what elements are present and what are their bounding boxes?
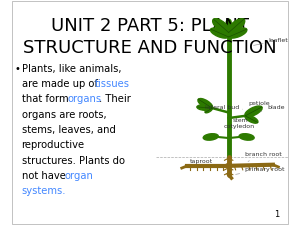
Text: organs are roots,: organs are roots, — [22, 110, 106, 120]
Text: reproductive: reproductive — [22, 140, 85, 150]
Text: •: • — [15, 64, 21, 74]
Text: stem: stem — [233, 119, 249, 124]
Text: stems, leaves, and: stems, leaves, and — [22, 125, 116, 135]
Text: systems.: systems. — [22, 186, 66, 196]
Text: are made up of: are made up of — [22, 79, 101, 89]
Ellipse shape — [203, 134, 218, 140]
Text: cotyledon: cotyledon — [223, 124, 254, 129]
Text: not have: not have — [22, 171, 69, 181]
Text: 1: 1 — [274, 210, 280, 219]
Text: organ: organ — [65, 171, 94, 181]
Text: taproot: taproot — [190, 158, 213, 164]
Ellipse shape — [245, 115, 258, 123]
Ellipse shape — [228, 28, 247, 38]
Text: branch root: branch root — [245, 152, 282, 161]
Ellipse shape — [213, 19, 230, 33]
Ellipse shape — [205, 108, 212, 113]
Ellipse shape — [239, 134, 254, 140]
Ellipse shape — [197, 105, 212, 110]
Text: UNIT 2 PART 5: PLANT
STRUCTURE AND FUNCTION: UNIT 2 PART 5: PLANT STRUCTURE AND FUNCT… — [23, 17, 277, 57]
Ellipse shape — [226, 19, 231, 26]
Text: primary root: primary root — [236, 167, 285, 174]
Text: structures. Plants do: structures. Plants do — [22, 156, 124, 166]
Text: blade: blade — [260, 105, 285, 111]
Ellipse shape — [211, 28, 229, 38]
Text: tissues: tissues — [94, 79, 129, 89]
Text: Plants, like animals,: Plants, like animals, — [22, 64, 121, 74]
Text: that form: that form — [22, 94, 71, 104]
Text: organs: organs — [68, 94, 101, 104]
Ellipse shape — [245, 106, 262, 117]
Ellipse shape — [198, 99, 213, 109]
Text: leaflet: leaflet — [254, 38, 289, 45]
Ellipse shape — [228, 19, 245, 33]
Text: lateral bud: lateral bud — [205, 105, 239, 110]
Text: . Their: . Their — [99, 94, 131, 104]
Text: petiole: petiole — [242, 101, 270, 109]
